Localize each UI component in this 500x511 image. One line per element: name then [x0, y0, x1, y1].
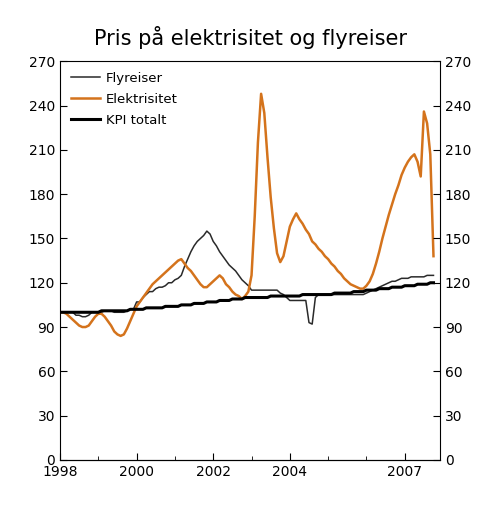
- Elektrisitet: [322, 253, 328, 259]
- KPI totalt: [344, 290, 350, 296]
- Elektrisitet: [350, 283, 356, 289]
- Line: Flyreiser: Flyreiser: [60, 231, 434, 324]
- Elektrisitet: [430, 253, 436, 259]
- Flyreiser: [57, 309, 63, 315]
- KPI totalt: [316, 291, 322, 297]
- Legend: Flyreiser, Elektrisitet, KPI totalt: Flyreiser, Elektrisitet, KPI totalt: [66, 68, 182, 131]
- KPI totalt: [134, 306, 140, 312]
- Flyreiser: [350, 291, 356, 297]
- Elektrisitet: [57, 309, 63, 315]
- KPI totalt: [428, 280, 434, 286]
- Flyreiser: [309, 321, 315, 327]
- KPI totalt: [350, 289, 356, 295]
- KPI totalt: [184, 302, 190, 308]
- KPI totalt: [430, 280, 436, 286]
- Flyreiser: [204, 228, 210, 234]
- Elektrisitet: [137, 299, 143, 305]
- KPI totalt: [98, 308, 104, 314]
- Flyreiser: [322, 291, 328, 297]
- Flyreiser: [430, 272, 436, 278]
- Elektrisitet: [98, 311, 104, 317]
- KPI totalt: [57, 309, 63, 315]
- Line: KPI totalt: KPI totalt: [60, 283, 434, 312]
- Flyreiser: [184, 256, 190, 262]
- Elektrisitet: [188, 268, 194, 274]
- Flyreiser: [134, 299, 140, 305]
- Line: Elektrisitet: Elektrisitet: [60, 94, 434, 336]
- Flyreiser: [98, 309, 104, 315]
- Title: Pris på elektrisitet og flyreiser: Pris på elektrisitet og flyreiser: [94, 26, 406, 49]
- Elektrisitet: [258, 91, 264, 97]
- Elektrisitet: [357, 286, 363, 292]
- Elektrisitet: [118, 333, 124, 339]
- Flyreiser: [357, 291, 363, 297]
